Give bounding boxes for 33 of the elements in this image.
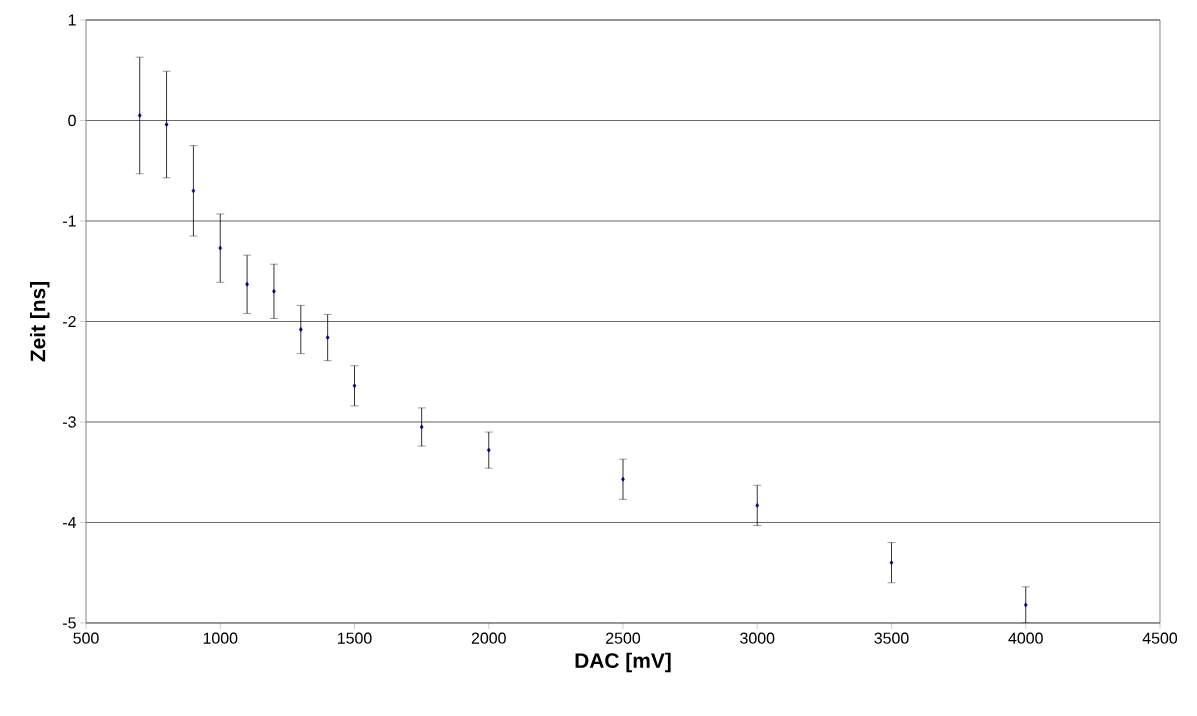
point [298,327,303,332]
point [137,113,142,118]
y-tick-label: 1 [68,14,76,26]
point [164,122,169,127]
x-tick-label: 1000 [203,632,238,644]
point [889,560,894,566]
point [1023,602,1028,608]
x-axis-title: DAC [mV] [575,652,671,673]
y-axis-title: Zeit [ns] [29,281,50,362]
y-tick-label: 0 [68,114,76,127]
point [621,476,625,482]
point [352,383,357,389]
point [755,503,760,508]
point [218,245,223,251]
y-tick-label: -3 [63,416,76,428]
point [325,335,330,340]
x-tick-label: 3000 [740,632,775,644]
point [419,424,424,430]
x-tick-label: 2500 [606,632,641,644]
x-tick-label: 4500 [1142,632,1178,644]
y-tick-label: -1 [63,215,76,227]
x-tick-label: 500 [73,632,99,644]
x-tick-label: 2000 [471,632,506,644]
point [245,281,249,287]
y-tick-label: -5 [63,617,76,629]
x-tick-label: 4000 [1008,632,1043,644]
x-tick-label: 1500 [337,632,372,644]
point [272,288,276,294]
x-tick-label: 3500 [874,632,909,644]
point [486,447,491,453]
y-tick-label: -4 [63,517,77,528]
point [191,188,196,194]
y-tick-label: -2 [63,315,76,328]
